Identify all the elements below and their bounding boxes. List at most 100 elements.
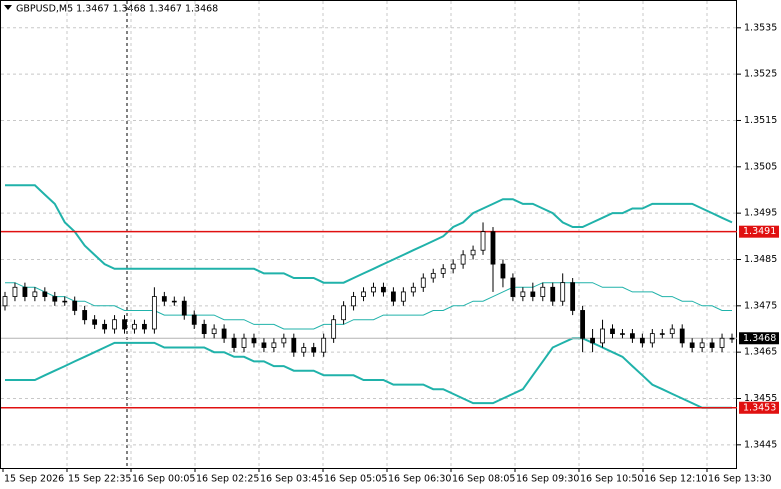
candle-body <box>321 337 327 353</box>
candle-body <box>510 277 516 297</box>
candle-body <box>729 337 735 340</box>
y-tick-label: 1.3475 <box>744 300 777 311</box>
candle-body <box>361 291 366 297</box>
candle-body <box>142 323 147 330</box>
candle-body <box>381 286 386 293</box>
candle-body <box>540 286 546 297</box>
x-tick-label: 16 Sep 02:25 <box>196 474 259 485</box>
x-tick-label: 16 Sep 10:50 <box>580 474 643 485</box>
candle-body <box>271 342 277 348</box>
candle-body <box>171 300 177 303</box>
candle-body <box>112 319 117 330</box>
candle-body <box>470 249 476 256</box>
candle-body <box>331 319 337 339</box>
x-tick-label: 15 Sep 22:35 <box>68 474 131 485</box>
candle-body <box>610 328 615 335</box>
price-label-box <box>739 332 779 345</box>
candle-body <box>261 342 267 348</box>
candle-body <box>161 296 167 302</box>
plot-frame <box>0 0 737 469</box>
candle-body <box>72 300 78 311</box>
y-tick-label: 1.3505 <box>744 161 777 172</box>
candle-body <box>490 231 496 265</box>
candle-body <box>699 342 705 348</box>
y-tick-label: 1.3445 <box>744 439 777 450</box>
candle-body <box>211 328 217 335</box>
candle-body <box>251 337 257 344</box>
candle-body <box>600 328 605 344</box>
candle-body <box>82 310 88 321</box>
candle-body <box>341 305 347 321</box>
candle-body <box>122 319 127 330</box>
candle-body <box>719 337 725 348</box>
price-label: 1.3453 <box>743 402 776 413</box>
candle-body <box>649 333 655 344</box>
x-tick-label: 16 Sep 00:05 <box>132 474 195 485</box>
x-tick-label: 16 Sep 09:30 <box>516 474 579 485</box>
candle-body <box>580 310 586 339</box>
y-tick-label: 1.3465 <box>744 347 777 358</box>
y-tick-label: 1.3525 <box>744 69 777 80</box>
candle-body <box>550 286 556 302</box>
x-tick-label: 16 Sep 03:45 <box>260 474 323 485</box>
candle-body <box>450 263 456 270</box>
candle-body <box>132 323 137 330</box>
price-label: 1.3468 <box>743 333 776 344</box>
y-tick-label: 1.3515 <box>744 115 777 126</box>
x-tick-label: 16 Sep 05:05 <box>324 474 387 485</box>
candle-body <box>201 323 207 335</box>
candle-body <box>460 254 466 265</box>
candle-body <box>2 296 8 307</box>
candle-body <box>191 314 197 325</box>
candle-body <box>620 333 625 335</box>
candle-body <box>32 291 38 297</box>
candle-body <box>281 337 287 344</box>
candle-body <box>390 291 396 302</box>
symbol-icon <box>4 5 12 10</box>
bollinger-band <box>5 337 732 409</box>
candle-body <box>679 328 685 344</box>
candle-body <box>430 272 436 279</box>
candle-body <box>500 263 506 279</box>
chart-title: GBPUSD,M5 1.3467 1.3468 1.3467 1.3468 <box>16 4 218 15</box>
candle-body <box>102 323 107 330</box>
x-tick-label: 16 Sep 08:05 <box>452 474 515 485</box>
candle-body <box>62 300 68 303</box>
candle-body <box>520 291 526 297</box>
candle-body <box>301 347 307 353</box>
candle-body <box>42 291 48 297</box>
candle-body <box>530 291 536 297</box>
candle-body <box>22 286 28 297</box>
candle-body <box>400 291 406 302</box>
candle-body <box>92 319 98 325</box>
bollinger-band <box>5 282 732 330</box>
candle-body <box>12 286 18 297</box>
candle-body <box>480 231 486 251</box>
candle-body <box>570 282 576 311</box>
candle-body <box>420 277 426 288</box>
y-tick-label: 1.3485 <box>744 254 777 265</box>
candle-body <box>241 337 247 348</box>
candle-body <box>709 342 715 348</box>
candle-body <box>669 328 675 335</box>
x-tick-label: 15 Sep 2026 <box>4 474 64 485</box>
candle-body <box>181 300 187 316</box>
candle-body <box>311 347 317 353</box>
candle-body <box>410 286 416 293</box>
candle-body <box>52 296 58 302</box>
price-label-box <box>739 225 779 238</box>
y-tick-label: 1.3535 <box>744 22 777 33</box>
price-label-box <box>739 401 779 414</box>
candle-body <box>659 333 665 335</box>
candle-body <box>689 342 695 348</box>
x-tick-label: 16 Sep 12:10 <box>644 474 707 485</box>
candle-body <box>639 337 645 344</box>
candle-body <box>291 337 297 353</box>
y-tick-label: 1.3455 <box>744 393 777 404</box>
candle-body <box>630 333 635 339</box>
x-tick-label: 16 Sep 13:30 <box>708 474 771 485</box>
x-tick-label: 16 Sep 06:30 <box>388 474 451 485</box>
candle-body <box>371 286 376 293</box>
candle-body <box>221 328 227 339</box>
